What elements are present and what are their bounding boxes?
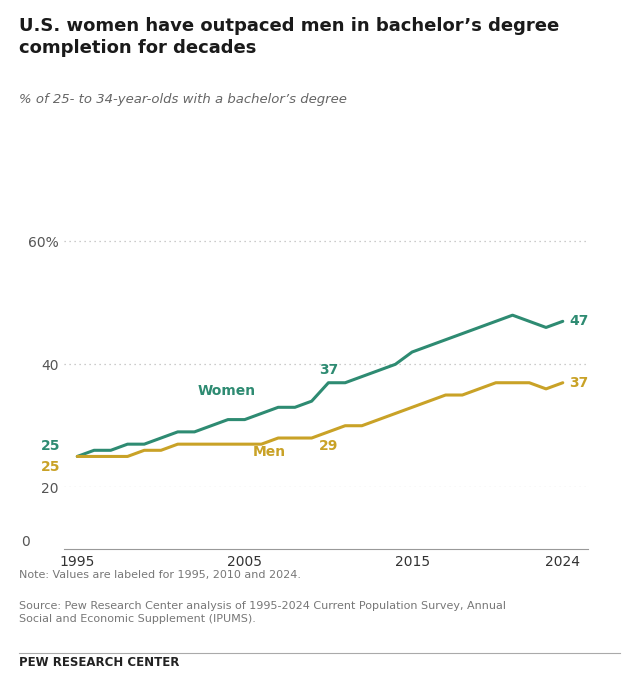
Text: 29: 29 [319, 439, 338, 453]
Text: 0: 0 [21, 536, 30, 549]
Text: Men: Men [253, 446, 286, 460]
Text: Note: Values are labeled for 1995, 2010 and 2024.: Note: Values are labeled for 1995, 2010 … [19, 570, 301, 580]
Text: Source: Pew Research Center analysis of 1995-2024 Current Population Survey, Ann: Source: Pew Research Center analysis of … [19, 601, 506, 625]
Text: PEW RESEARCH CENTER: PEW RESEARCH CENTER [19, 656, 180, 670]
Text: % of 25- to 34-year-olds with a bachelor’s degree: % of 25- to 34-year-olds with a bachelor… [19, 93, 347, 106]
Text: 25: 25 [41, 439, 61, 453]
Text: 47: 47 [569, 314, 589, 328]
Text: Women: Women [198, 384, 256, 398]
Text: 25: 25 [41, 460, 61, 473]
Text: 37: 37 [319, 363, 338, 377]
Text: 37: 37 [569, 376, 589, 390]
Text: U.S. women have outpaced men in bachelor’s degree
completion for decades: U.S. women have outpaced men in bachelor… [19, 17, 559, 57]
